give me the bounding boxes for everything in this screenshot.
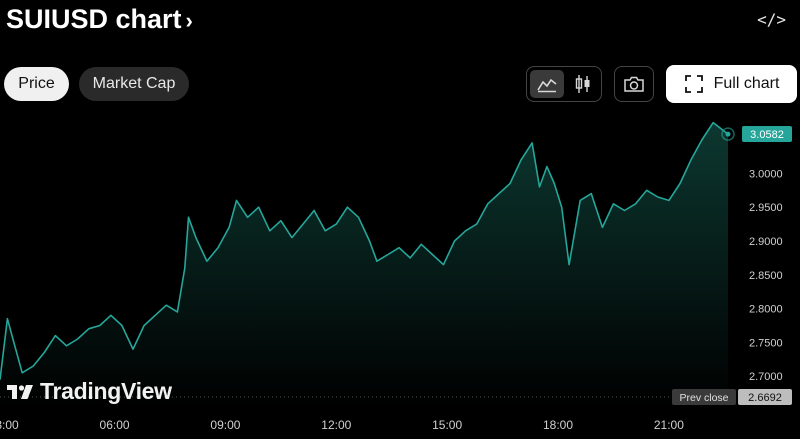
page-title: SUIUSD chart bbox=[6, 4, 182, 34]
prev-close-value-label: 2.6692 bbox=[748, 392, 782, 404]
x-tick-label: 06:00 bbox=[100, 418, 130, 432]
candlestick-icon bbox=[575, 75, 590, 93]
x-tick-label: 15:00 bbox=[432, 418, 462, 432]
embed-code-icon[interactable]: </> bbox=[757, 10, 786, 29]
prev-close-badge bbox=[738, 389, 792, 405]
y-tick-label: 2.8500 bbox=[749, 270, 783, 282]
price-chart[interactable]: 3.0000 2.9500 2.9000 2.8500 2.8000 2.7500 2.70… bbox=[0, 112, 800, 439]
y-tick-label: 3.0000 bbox=[749, 168, 783, 180]
tradingview-logo-icon bbox=[7, 384, 33, 399]
snapshot-button[interactable] bbox=[614, 66, 654, 102]
chart-type-toggle bbox=[526, 66, 602, 102]
candlestick-chart-button[interactable] bbox=[566, 70, 600, 98]
full-chart-button[interactable]: Full chart bbox=[666, 65, 797, 103]
y-tick-label: 2.9000 bbox=[749, 236, 783, 248]
tradingview-watermark: TradingView bbox=[6, 378, 172, 405]
tab-price[interactable]: Price bbox=[4, 67, 69, 101]
chart-title-link[interactable]: SUIUSD chart › bbox=[6, 4, 193, 35]
last-price-badge bbox=[742, 126, 792, 142]
y-tick-label: 2.7500 bbox=[749, 337, 783, 349]
expand-icon bbox=[684, 75, 703, 93]
area-chart-button[interactable] bbox=[530, 70, 564, 98]
chevron-right-icon: › bbox=[185, 7, 193, 33]
x-tick-label: 21:00 bbox=[654, 418, 684, 432]
last-price-marker bbox=[721, 127, 735, 141]
price-line[interactable] bbox=[0, 121, 729, 380]
x-tick-label: 03:00 bbox=[0, 418, 19, 432]
area-chart-icon bbox=[537, 78, 557, 93]
price-area-fill bbox=[0, 122, 728, 408]
full-chart-label: Full chart bbox=[713, 75, 780, 92]
prev-close-label: Prev close bbox=[679, 392, 728, 404]
x-tick-label: 12:00 bbox=[321, 418, 351, 432]
y-tick-label: 2.8000 bbox=[749, 304, 783, 316]
watermark-text: TradingView bbox=[40, 378, 172, 404]
x-tick-label: 18:00 bbox=[543, 418, 573, 432]
last-price-dot bbox=[725, 131, 731, 137]
x-tick-label: 09:00 bbox=[210, 418, 240, 432]
camera-icon bbox=[624, 76, 644, 92]
prev-close-tag bbox=[672, 389, 736, 405]
y-tick-label: 2.7000 bbox=[749, 371, 783, 383]
last-price-label: 3.0582 bbox=[750, 129, 784, 141]
y-tick-label: 2.9500 bbox=[749, 202, 783, 214]
tab-market-cap[interactable]: Market Cap bbox=[79, 67, 189, 101]
